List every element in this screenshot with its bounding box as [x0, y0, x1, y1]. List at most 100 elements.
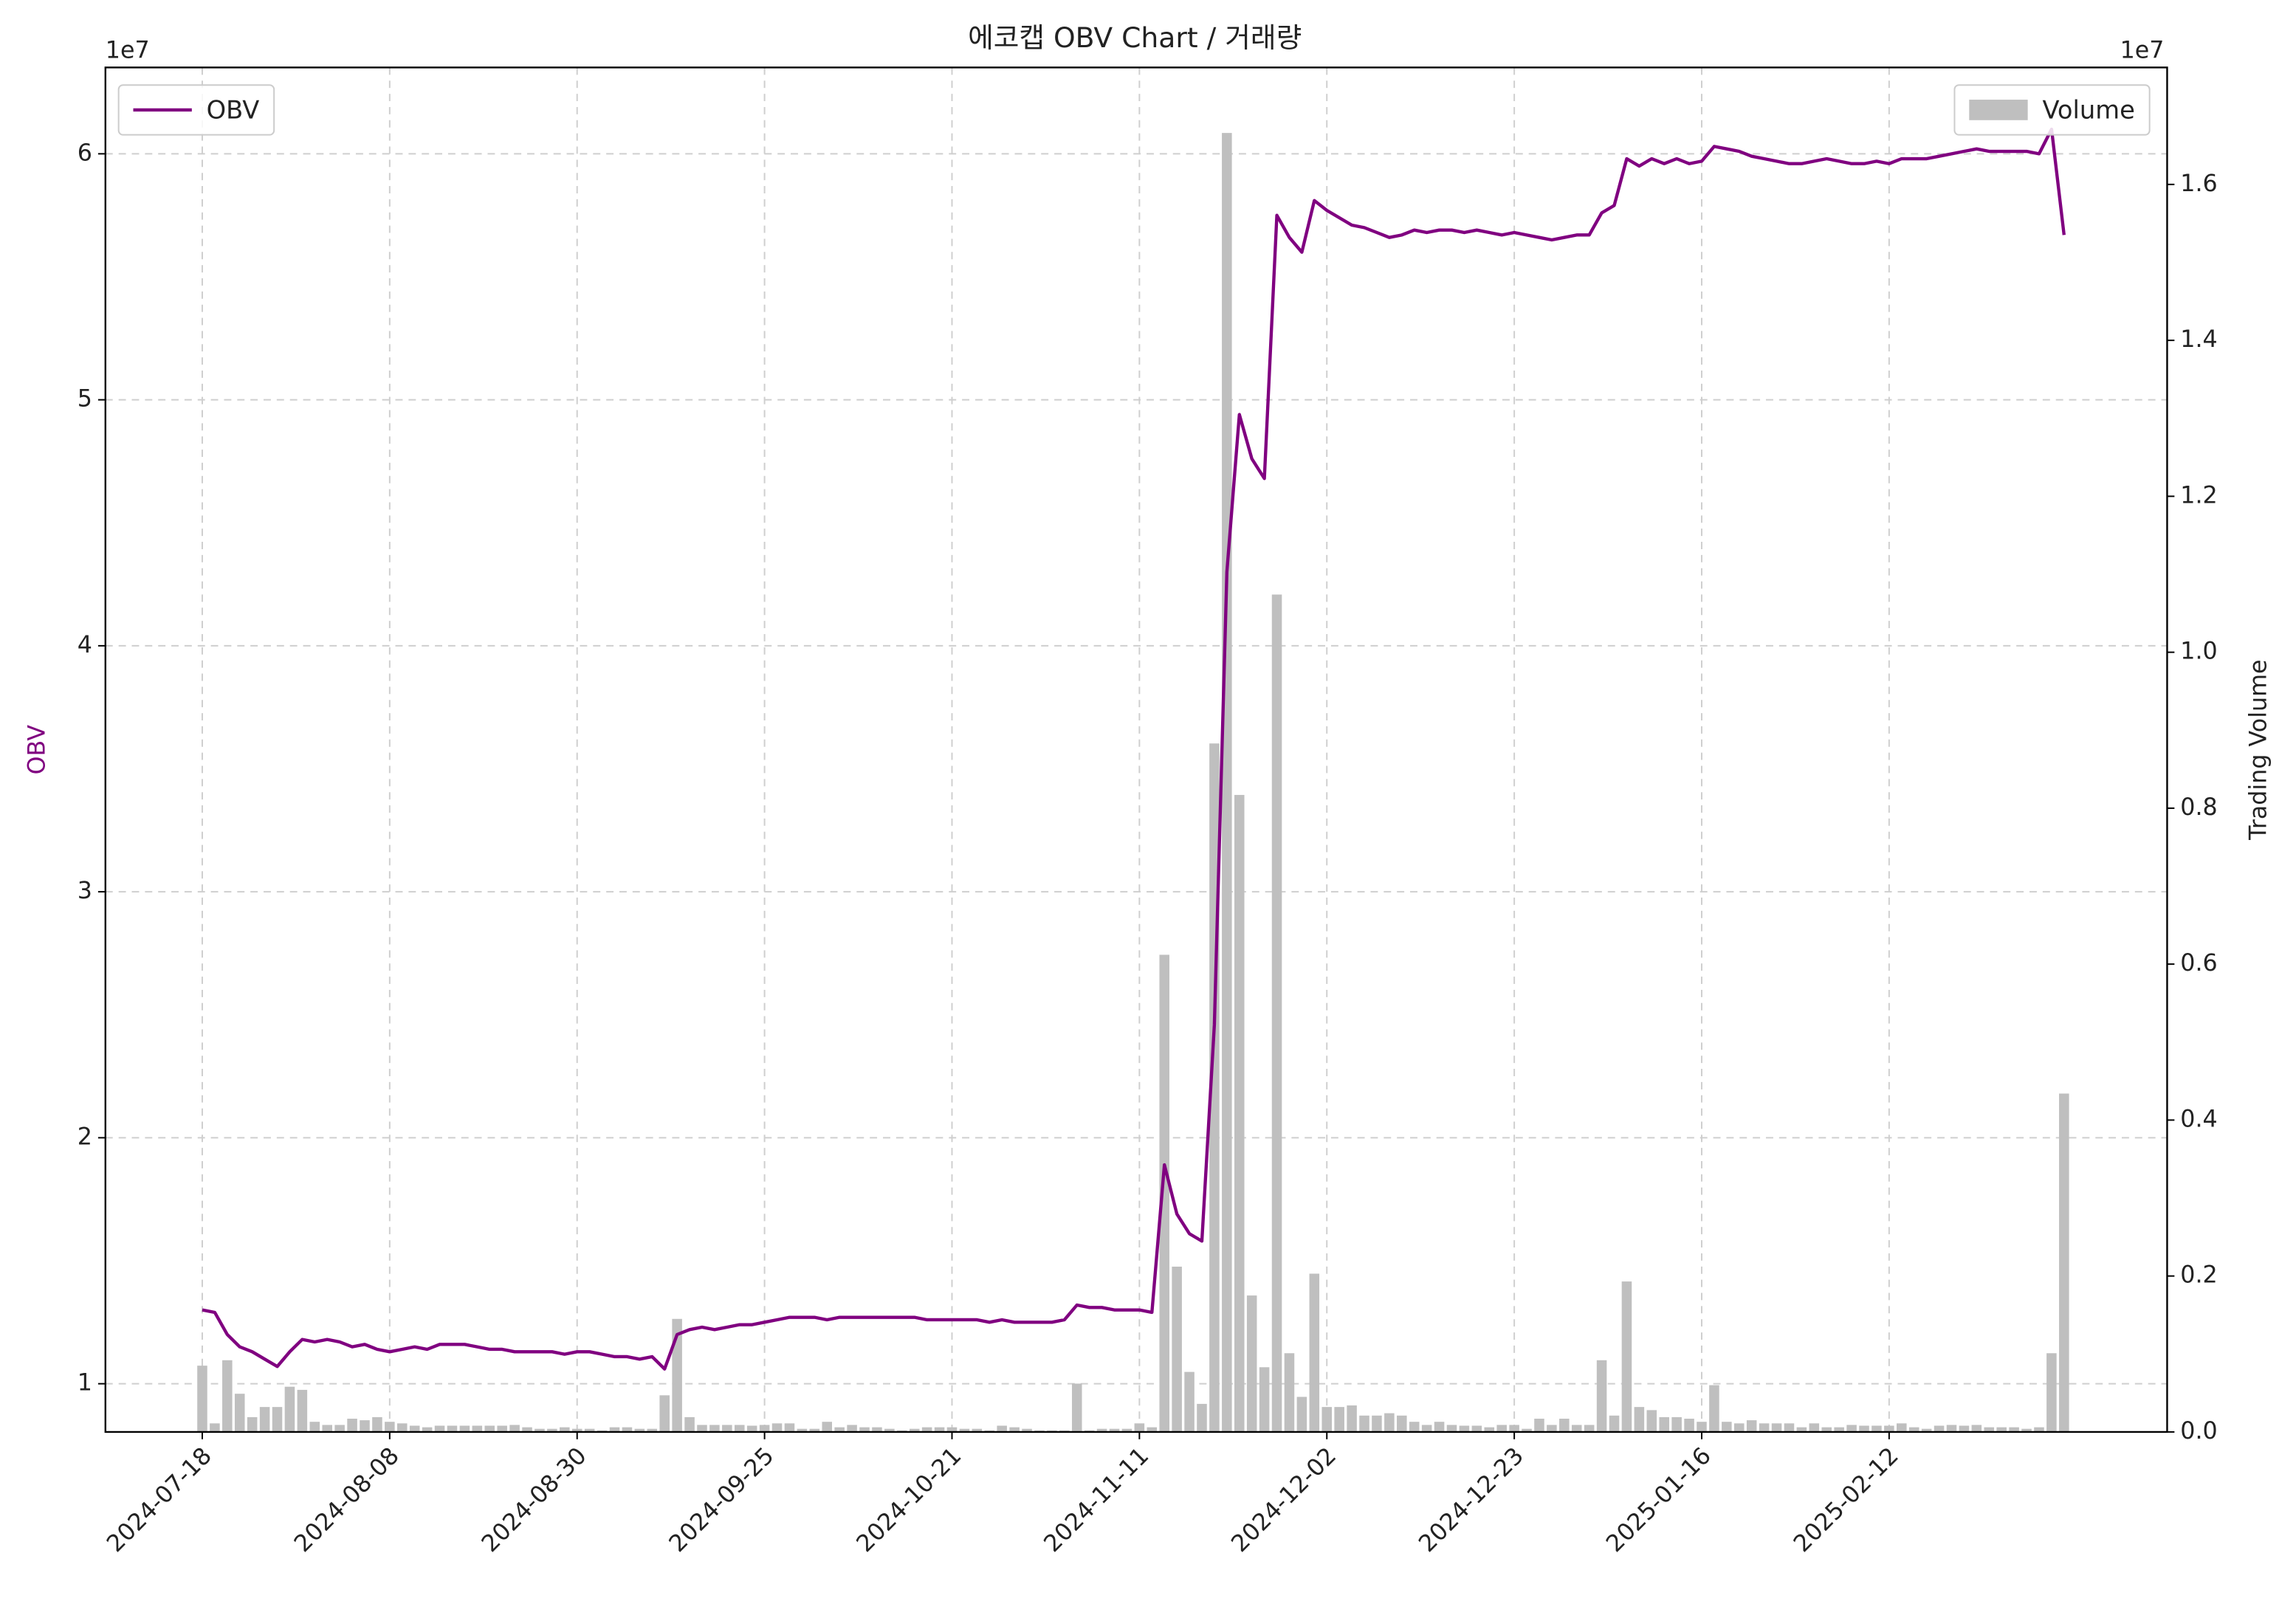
volume-bar	[1921, 1428, 1932, 1432]
volume-bar	[909, 1428, 920, 1432]
volume-bar	[509, 1425, 520, 1432]
volume-bar	[1584, 1425, 1595, 1432]
volume-bar	[497, 1425, 507, 1432]
volume-bar	[334, 1425, 345, 1432]
volume-bar	[809, 1428, 820, 1432]
volume-bar	[1884, 1425, 1894, 1432]
volume-bar	[1246, 1295, 1257, 1432]
volume-bar	[347, 1418, 357, 1432]
legend-box	[1953, 84, 2151, 136]
volume-bar	[1834, 1427, 1844, 1432]
y2-tick-label: 0.6	[2180, 950, 2217, 977]
volume-bar	[1109, 1428, 1120, 1432]
volume-bar	[946, 1427, 958, 1432]
legend: OBV	[117, 84, 275, 136]
volume-bar	[1959, 1425, 1970, 1432]
volume-bar	[2059, 1093, 2069, 1432]
volume-bar	[1684, 1418, 1694, 1432]
volume-bar	[409, 1425, 420, 1432]
plot-frame	[104, 66, 2168, 1433]
volume-bar	[959, 1428, 970, 1432]
obv-line	[202, 127, 2066, 1371]
y2-tick-label: 1.2	[2180, 482, 2217, 509]
volume-bar	[247, 1416, 258, 1432]
y2-tick-label: 1.6	[2180, 171, 2217, 197]
volume-bar	[1796, 1427, 1807, 1432]
volume-bar	[921, 1427, 932, 1432]
volume-bar	[2009, 1427, 2019, 1432]
volume-bar	[459, 1425, 470, 1432]
volume-bar	[609, 1427, 620, 1432]
volume-bar	[1609, 1415, 1620, 1432]
volume-bar	[360, 1420, 370, 1432]
legend-label: OBV	[207, 95, 260, 124]
volume-bar	[1471, 1425, 1482, 1432]
volume-bar	[547, 1428, 557, 1432]
volume-bar	[1397, 1415, 1407, 1432]
volume-bar	[1908, 1427, 1919, 1432]
volume-bar	[1984, 1427, 1995, 1432]
volume-bar	[784, 1423, 795, 1432]
volume-bar	[447, 1425, 458, 1432]
volume-bar	[1709, 1385, 1719, 1432]
volume-bar	[1309, 1273, 1320, 1432]
volume-bar	[1284, 1353, 1295, 1432]
volume-bar	[1734, 1423, 1745, 1432]
chart-title: 에코캡 OBV Chart / 거래량	[968, 21, 1302, 54]
volume-bar	[472, 1425, 483, 1432]
volume-bar	[522, 1427, 532, 1432]
volume-bar	[847, 1425, 857, 1432]
volume-bar	[272, 1407, 283, 1432]
volume-bar	[709, 1425, 720, 1432]
volume-bar	[1897, 1423, 1907, 1432]
volume-bar	[1134, 1423, 1145, 1432]
volume-bar	[434, 1425, 445, 1432]
volume-bar	[1347, 1405, 1357, 1432]
volume-bar	[571, 1428, 582, 1432]
volume-bar	[1496, 1425, 1507, 1432]
volume-bar	[672, 1318, 682, 1432]
volume-bar	[1147, 1427, 1158, 1432]
legend-label: Volume	[2042, 95, 2134, 124]
volume-bar	[647, 1428, 658, 1432]
volume-bar	[1022, 1428, 1032, 1432]
volume-bar	[197, 1366, 207, 1432]
volume-bar	[734, 1425, 745, 1432]
volume-bar	[284, 1386, 295, 1432]
volume-bar	[622, 1427, 633, 1432]
volume-bar	[1697, 1422, 1707, 1432]
volume-bar	[1184, 1371, 1195, 1432]
y-tick-label: 6	[78, 140, 92, 166]
volume-bar	[822, 1422, 833, 1432]
volume-bar	[872, 1427, 882, 1432]
volume-bar	[1071, 1383, 1082, 1432]
volume-bar	[1359, 1415, 1369, 1432]
volume-bar	[997, 1425, 1007, 1432]
y2-tick-label: 0.0	[2180, 1418, 2217, 1445]
volume-bar	[1646, 1410, 1657, 1432]
volume-bar	[934, 1427, 945, 1432]
y-axis-label: OBV	[24, 725, 51, 775]
volume-bar	[1534, 1418, 1544, 1432]
volume-bar	[1996, 1427, 2007, 1432]
volume-bar	[1459, 1425, 1470, 1432]
y-tick-label: 4	[78, 632, 92, 658]
volume-bar	[859, 1427, 870, 1432]
volume-bar	[1421, 1425, 1432, 1432]
volume-bar	[1296, 1397, 1307, 1432]
volume-bar	[697, 1425, 707, 1432]
y2-tick-label: 0.8	[2180, 794, 2217, 821]
volume-bar	[797, 1428, 808, 1432]
volume-bar	[1846, 1425, 1857, 1432]
volume-bar	[1121, 1428, 1132, 1432]
volume-bar	[1321, 1407, 1333, 1432]
volume-bar	[722, 1425, 732, 1432]
volume-bar	[1771, 1423, 1782, 1432]
volume-bar	[1621, 1281, 1632, 1432]
y2-tick-label: 1.4	[2180, 326, 2217, 353]
volume-bar	[222, 1360, 233, 1432]
volume-bar	[484, 1425, 495, 1432]
y-tick-label: 5	[78, 386, 92, 413]
